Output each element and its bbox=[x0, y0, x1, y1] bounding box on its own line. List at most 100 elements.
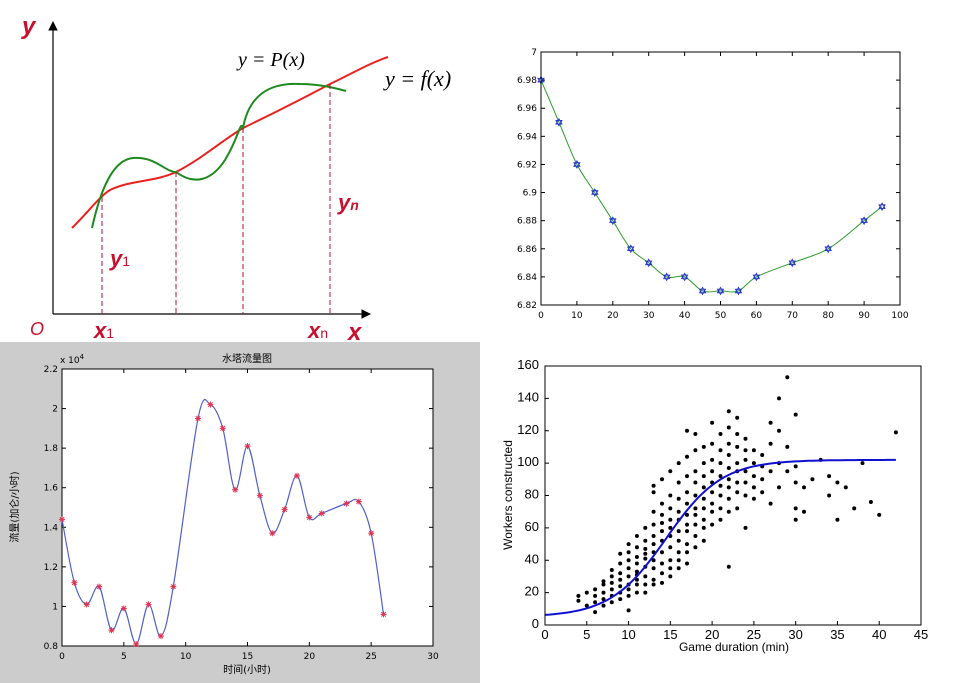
x-tick-label: 60 bbox=[751, 311, 763, 321]
scatter-point bbox=[785, 444, 790, 449]
scatter-point bbox=[668, 525, 673, 530]
data-point bbox=[355, 498, 362, 505]
scatter-point bbox=[685, 542, 689, 547]
y-tick-label: 2.2 bbox=[44, 365, 58, 375]
scatter-point bbox=[710, 469, 715, 474]
scatter-point bbox=[735, 490, 740, 495]
y1-label: y1 bbox=[109, 246, 130, 271]
scatter-point bbox=[718, 483, 723, 488]
scatter-point bbox=[768, 469, 773, 474]
scatter-point bbox=[760, 490, 765, 495]
scatter-point bbox=[710, 441, 715, 446]
scatter-point bbox=[676, 461, 681, 466]
scatter-point bbox=[701, 461, 706, 466]
y-tick-label: 160 bbox=[517, 357, 539, 372]
scatter-point bbox=[751, 474, 756, 479]
scatter-point bbox=[718, 432, 723, 436]
x-tick-label: 30 bbox=[643, 311, 655, 321]
y-tick-label: 2 bbox=[52, 405, 58, 415]
scatter-point bbox=[768, 501, 773, 506]
scatter-point bbox=[660, 550, 664, 555]
scatter-point bbox=[793, 412, 798, 417]
x-tick-label: 100 bbox=[891, 311, 908, 321]
scatter-point bbox=[618, 551, 623, 556]
y-tick-label: 20 bbox=[525, 584, 539, 599]
scatter-point bbox=[618, 571, 623, 576]
data-point bbox=[555, 117, 563, 127]
data-point bbox=[318, 510, 325, 517]
scatter-point bbox=[601, 597, 606, 602]
scatter-point bbox=[676, 566, 681, 571]
scatter-point bbox=[651, 509, 656, 514]
scatter-point bbox=[593, 600, 598, 605]
scatter-point bbox=[668, 558, 673, 563]
x-tick-label: 30 bbox=[788, 627, 802, 642]
scatter-point bbox=[701, 538, 706, 543]
plot-frame bbox=[540, 51, 901, 306]
scatter-point bbox=[827, 493, 832, 498]
scatter-point bbox=[643, 551, 648, 556]
scatter-point bbox=[693, 545, 698, 550]
scatter-point bbox=[843, 485, 848, 490]
scatter-point bbox=[660, 501, 664, 506]
scatter-point bbox=[718, 517, 723, 522]
scatter-point bbox=[626, 593, 631, 598]
y-axis-label: Workers constructed bbox=[501, 440, 515, 550]
y-tick-label: 60 bbox=[525, 519, 539, 534]
x-tick-label: 80 bbox=[822, 311, 834, 321]
data-point bbox=[293, 472, 300, 479]
scatter-point bbox=[643, 556, 648, 561]
data-point bbox=[145, 601, 152, 608]
scatter-point bbox=[676, 509, 681, 514]
y-scale-factor: x 104 bbox=[60, 353, 85, 366]
scatter-point bbox=[634, 555, 639, 559]
scatter-point bbox=[718, 474, 723, 479]
data-point bbox=[133, 641, 140, 648]
scatter-point bbox=[701, 485, 706, 490]
scatter-point bbox=[726, 564, 731, 569]
x-axis-label: 时间(小时) bbox=[223, 663, 271, 676]
x-tick-label: 40 bbox=[872, 627, 886, 642]
data-point bbox=[96, 583, 103, 590]
scatter-point bbox=[726, 441, 731, 446]
scatter-point bbox=[802, 485, 806, 490]
scatter-point bbox=[868, 500, 873, 504]
scatter-point bbox=[768, 441, 773, 446]
scatter-point bbox=[634, 545, 639, 550]
scatter-point bbox=[693, 469, 698, 474]
scatter-point bbox=[685, 561, 689, 566]
scatter-point bbox=[643, 525, 648, 530]
plot-area bbox=[61, 368, 434, 647]
y-tick-label: 80 bbox=[525, 487, 539, 502]
scatter-point bbox=[626, 587, 631, 592]
data-point bbox=[698, 286, 707, 296]
scatter-point bbox=[726, 496, 731, 501]
y-tick-label: 6.82 bbox=[517, 301, 537, 311]
scatter-point bbox=[634, 590, 639, 595]
x-tick-label: 50 bbox=[715, 311, 727, 321]
scatter-point bbox=[693, 534, 698, 538]
scatter-point bbox=[693, 522, 698, 527]
y-tick-label: 6.98 bbox=[517, 76, 537, 86]
scatter-point bbox=[743, 493, 748, 498]
scatter-point bbox=[643, 582, 648, 587]
data-point bbox=[59, 516, 65, 523]
x-tick-label: 15 bbox=[242, 652, 253, 662]
y-tick-label: 6.84 bbox=[517, 273, 537, 283]
scatter-point bbox=[751, 461, 756, 466]
scatter-point bbox=[726, 477, 731, 482]
scatter-point bbox=[626, 574, 631, 579]
data-point bbox=[219, 425, 226, 432]
scatter-point bbox=[668, 574, 673, 579]
x-tick-label: 0 bbox=[538, 311, 544, 321]
y-tick-label: 40 bbox=[525, 551, 539, 566]
scatter-point bbox=[710, 501, 715, 506]
y-tick-label: 6.9 bbox=[523, 189, 538, 199]
data-point bbox=[824, 244, 832, 254]
scatter-point bbox=[810, 477, 815, 482]
x-tick-label: 10 bbox=[621, 627, 635, 642]
x-tick-label: 0 bbox=[541, 627, 548, 642]
x-tick-label: 20 bbox=[304, 652, 316, 662]
p-curve bbox=[91, 82, 347, 229]
scatter-point bbox=[793, 464, 798, 469]
